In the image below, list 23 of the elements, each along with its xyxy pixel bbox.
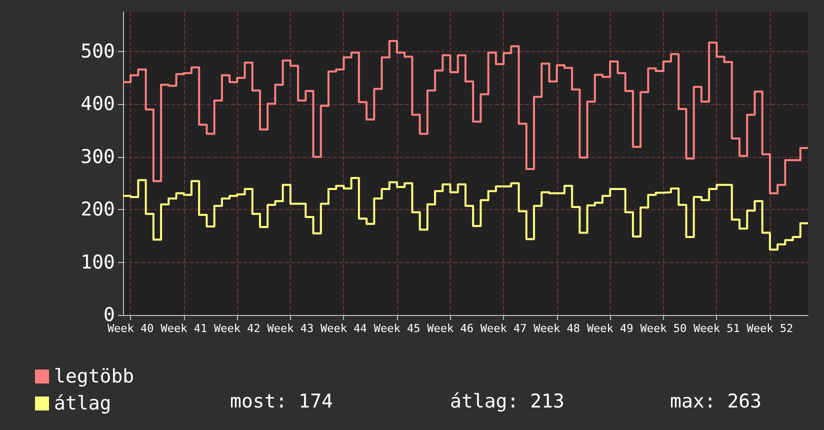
text: átlag: 213 (450, 390, 564, 412)
x-tick-label: Week 43 (267, 322, 314, 335)
y-tick-label: 200 (80, 198, 115, 221)
x-tick-label: Week 50 (640, 322, 687, 335)
x-tick-label: Week 40 (107, 322, 154, 335)
x-tick-label: Week 41 (160, 322, 208, 335)
legend-label: legtöbb (54, 366, 134, 388)
x-tick-label: Week 45 (374, 322, 420, 335)
x-tick-label: Week 51 (693, 322, 740, 335)
x-tick-label: Week 44 (320, 322, 368, 335)
x-tick-label: Week 46 (427, 322, 474, 335)
x-tick-label: Week 48 (534, 322, 580, 335)
x-tick-label: Week 52 (746, 322, 794, 335)
x-tick-label: Week 47 (480, 322, 527, 335)
x-tick-label: Week 49 (586, 322, 634, 335)
legend-label: átlag (54, 392, 112, 414)
y-tick-label: 300 (80, 146, 115, 168)
text: max: 263 (670, 390, 762, 412)
y-tick-label: 500 (80, 40, 115, 63)
y-tick-label: 400 (80, 93, 115, 116)
x-tick-label: Week 42 (214, 322, 260, 335)
y-tick-label: 100 (80, 251, 115, 274)
text: most: 174 (230, 390, 333, 412)
